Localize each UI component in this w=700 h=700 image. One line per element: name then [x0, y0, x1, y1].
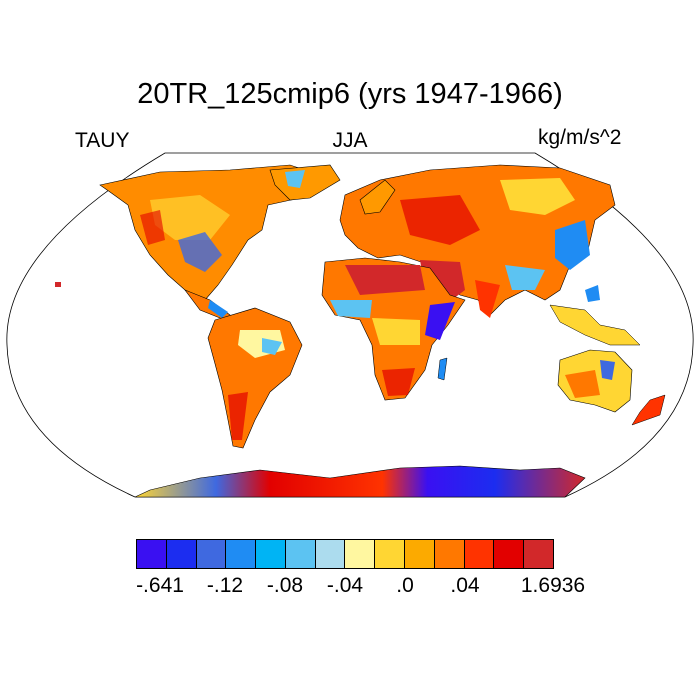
colorbar-box: [226, 540, 257, 568]
colorbar-label: -.08: [266, 574, 304, 597]
colorbar-box: [315, 540, 346, 568]
units-label: kg/m/s^2: [538, 126, 622, 149]
season-label: JJA: [332, 129, 368, 152]
colorbar-box: [375, 540, 406, 568]
map-title: 20TR_125cmip6 (yrs 1947-1966): [137, 78, 563, 110]
colorbar-label: .04: [450, 574, 480, 597]
colorbar-box: [256, 540, 286, 568]
maritime-asia: [549, 304, 641, 346]
colorbar-label: .0: [396, 574, 414, 597]
colorbar-label: -.04: [326, 574, 364, 597]
colorbar-label: 1.6936: [520, 574, 586, 597]
colorbar-box: [137, 540, 167, 568]
colorbar-box: [166, 540, 197, 568]
colorbar-label: -.12: [206, 574, 244, 597]
colorbar-box: [405, 540, 435, 568]
colorbar-box: [285, 540, 316, 568]
colorbar-box: [345, 540, 376, 568]
colorbar-labels: -.641 -.12 -.08 -.04 .0 .04 1.6936: [0, 574, 700, 604]
variable-label: TAUY: [75, 129, 130, 152]
colorbar: [136, 539, 554, 569]
scandinavia: [359, 179, 396, 215]
colorbar-box: [524, 540, 553, 568]
colorbar-box: [196, 540, 227, 568]
colorbar-box: [494, 540, 525, 568]
antarctica: [134, 465, 586, 498]
colorbar-box: [434, 540, 465, 568]
colorbar-label: -.641: [136, 574, 184, 597]
colorbar-box: [464, 540, 495, 568]
